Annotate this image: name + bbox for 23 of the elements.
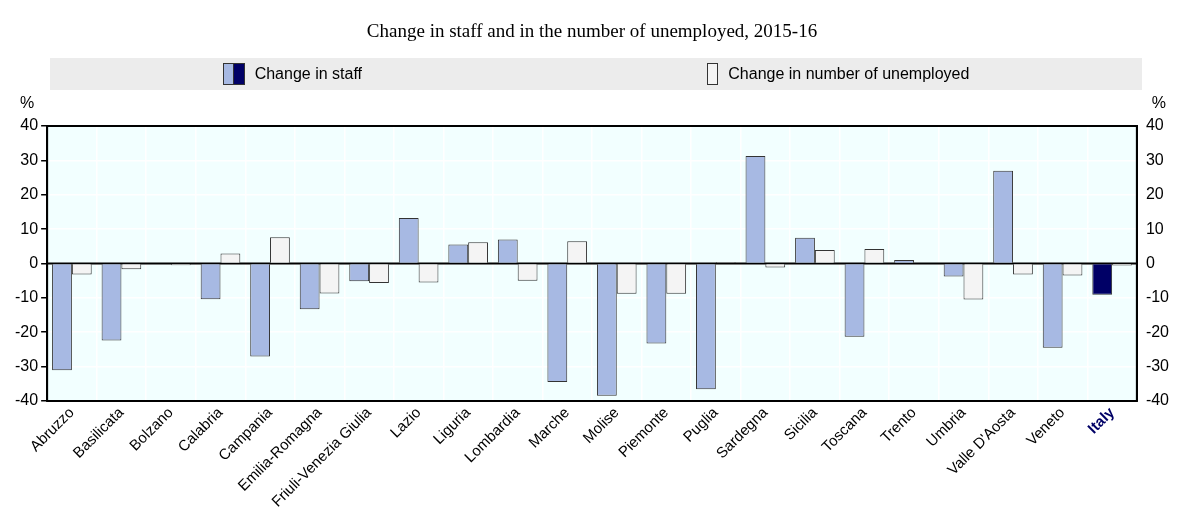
y2-tick-label: -10 <box>1145 288 1170 306</box>
y-tick-label: 0 <box>29 253 39 271</box>
y2-tick-label: 0 <box>1145 253 1155 271</box>
y2-tick-label: 30 <box>1145 150 1164 168</box>
y-tick-label: 40 <box>20 116 39 134</box>
y-tick-label: -20 <box>15 322 39 340</box>
y2-tick-label: 20 <box>1145 185 1164 203</box>
y-tick-label: 30 <box>20 150 39 168</box>
y2-tick-label: -40 <box>1145 391 1170 409</box>
legend-label: Change in staff <box>254 65 362 83</box>
y2-tick-label: 40 <box>1145 116 1164 134</box>
y2-tick-label: -20 <box>1145 322 1170 340</box>
y-tick-label: 10 <box>20 219 39 237</box>
chart-title: Change in staff and in the number of unemployed, 2015-16 <box>365 19 819 43</box>
text: Change in number of unemployed <box>728 65 970 83</box>
y-tick-label: -30 <box>15 356 39 374</box>
y-axis-title: % <box>20 94 35 112</box>
y-tick-label: -40 <box>15 391 39 409</box>
y-tick-label: 20 <box>20 185 39 203</box>
y2-tick-label: 10 <box>1145 219 1164 237</box>
y2-axis-title: % <box>1151 94 1166 112</box>
y-tick-label: -10 <box>15 288 39 306</box>
y2-tick-label: -30 <box>1145 356 1170 374</box>
